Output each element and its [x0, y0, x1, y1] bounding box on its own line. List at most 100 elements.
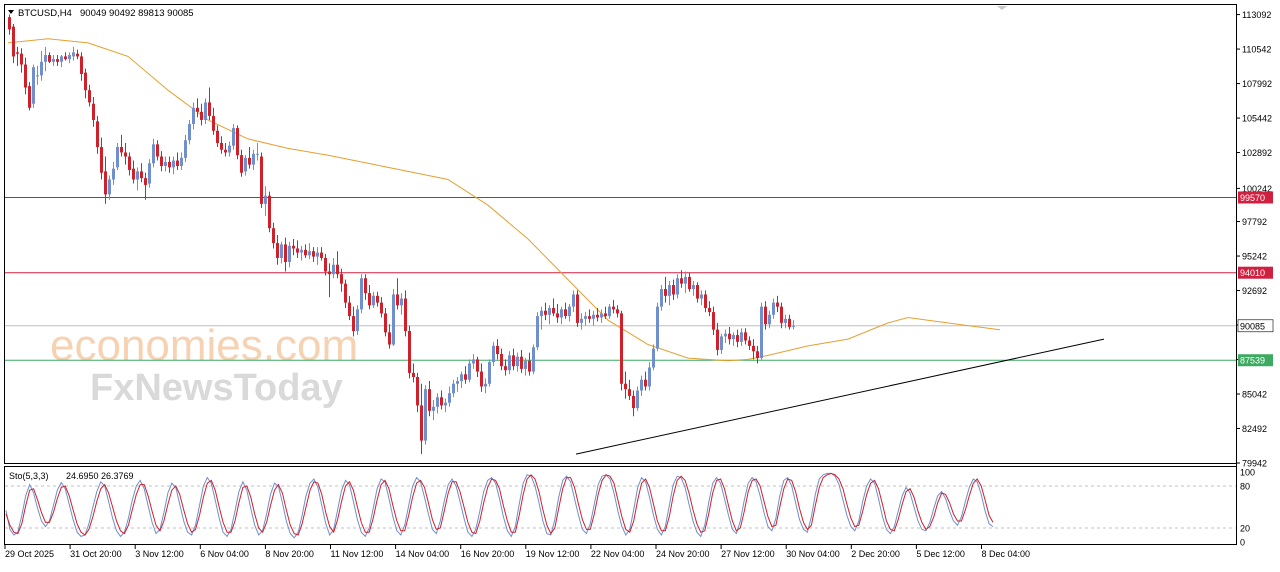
- candle: [368, 285, 371, 310]
- candle-body: [296, 248, 299, 253]
- candle-body: [544, 310, 547, 315]
- candle: [256, 142, 259, 161]
- ohlc-label: 90049 90492 89813 90085: [80, 8, 194, 19]
- candle-body: [432, 406, 435, 411]
- candle: [580, 313, 583, 330]
- candle: [460, 371, 463, 388]
- candle: [272, 222, 275, 249]
- candle-body: [272, 228, 275, 244]
- candle-body: [600, 313, 603, 318]
- candle: [384, 308, 387, 337]
- candle-body: [44, 55, 47, 62]
- candle: [380, 297, 383, 318]
- scroll-marker-icon[interactable]: [997, 6, 1007, 10]
- candle: [676, 274, 679, 299]
- candle: [44, 46, 47, 72]
- candle-body: [376, 295, 379, 303]
- candle-body: [84, 72, 87, 91]
- candle: [276, 234, 279, 265]
- candle: [664, 276, 667, 303]
- candle: [224, 142, 227, 157]
- candle-body: [572, 294, 575, 307]
- candle-body: [448, 393, 451, 403]
- candle: [788, 314, 791, 330]
- candle: [660, 285, 663, 311]
- candle-body: [508, 355, 511, 371]
- candle: [596, 308, 599, 322]
- candle-body: [196, 107, 199, 112]
- price-tick-label: 107992: [1242, 79, 1272, 89]
- candle-body: [80, 56, 83, 74]
- time-tick-label: 19 Nov 12:00: [526, 549, 580, 559]
- candle: [364, 274, 367, 300]
- candle-body: [480, 371, 483, 387]
- candle-body: [56, 59, 59, 62]
- stoch-level-label: 20: [1240, 524, 1250, 534]
- candle: [252, 149, 255, 171]
- candle: [152, 138, 155, 168]
- candle: [748, 336, 751, 350]
- candle-body: [772, 302, 775, 315]
- candle-body: [96, 121, 99, 148]
- candle-body: [248, 157, 251, 165]
- candle-body: [76, 53, 79, 57]
- candle: [172, 156, 175, 175]
- candle-body: [692, 285, 695, 290]
- candle-body: [284, 244, 287, 263]
- candle: [640, 375, 643, 396]
- candle: [20, 48, 23, 73]
- candle: [584, 312, 587, 326]
- candle-body: [180, 157, 183, 166]
- candle: [648, 362, 651, 391]
- candle: [396, 278, 399, 310]
- candle: [344, 279, 347, 309]
- candle: [128, 152, 131, 176]
- candle: [60, 55, 63, 68]
- candle-body: [684, 276, 687, 284]
- candle: [80, 52, 83, 81]
- candle-body: [564, 309, 567, 317]
- candle-body: [184, 140, 187, 158]
- candle: [424, 385, 427, 445]
- candle-body: [124, 152, 127, 157]
- candle-body: [188, 124, 191, 141]
- candle-body: [596, 314, 599, 318]
- candle-body: [140, 171, 143, 179]
- candle-body: [528, 360, 531, 372]
- dropdown-triangle-icon[interactable]: [8, 10, 14, 14]
- candle-body: [524, 360, 527, 369]
- candle: [232, 124, 235, 150]
- candle: [120, 134, 123, 157]
- candle: [624, 371, 627, 399]
- candle: [332, 257, 335, 279]
- candle-body: [176, 160, 179, 166]
- candle: [176, 152, 179, 171]
- price-tick-label: 105442: [1242, 114, 1272, 124]
- candle-body: [752, 345, 755, 352]
- candle: [600, 309, 603, 323]
- candle: [288, 241, 291, 268]
- candle-body: [416, 376, 419, 406]
- candle-body: [316, 252, 319, 257]
- candle-body: [708, 308, 711, 313]
- candle: [412, 363, 415, 383]
- trendline[interactable]: [575, 338, 1105, 455]
- candle: [336, 251, 339, 279]
- candle: [228, 141, 231, 157]
- candle: [300, 245, 303, 261]
- candle: [428, 381, 431, 417]
- candle-body: [604, 313, 607, 317]
- candle: [756, 345, 759, 364]
- candle-body: [740, 332, 743, 342]
- level-label-box: [1238, 266, 1273, 279]
- candle: [220, 136, 223, 154]
- candle: [712, 306, 715, 336]
- candle-body: [780, 306, 783, 323]
- candle: [588, 309, 591, 323]
- stoch-signal-line: [5, 472, 994, 536]
- candle: [452, 379, 455, 398]
- candle-body: [328, 271, 331, 275]
- candle-body: [400, 298, 403, 306]
- candle-body: [240, 155, 243, 173]
- candle: [204, 98, 207, 125]
